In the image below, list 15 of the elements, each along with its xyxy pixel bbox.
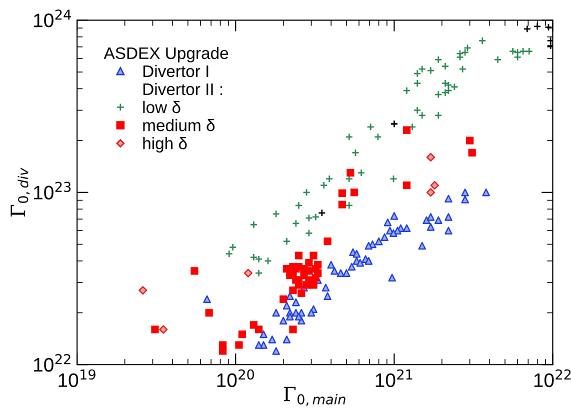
legend-label: high δ [143, 137, 187, 153]
x-axis-title: Γ$_{0,main}$ [284, 386, 346, 406]
annotation: Divertor II : [143, 82, 222, 96]
y-tick-label: 10$^{23}$ [34, 182, 71, 200]
legend-label: low δ [143, 100, 180, 114]
y-tick-label: 10$^{24}$ [34, 10, 71, 28]
x-tick-label: 10$^{21}$ [376, 369, 412, 388]
x-tick-label: 10$^{19}$ [58, 369, 96, 388]
legend-label: medium δ [143, 119, 215, 132]
legend-label: Divertor I [143, 64, 208, 78]
y-axis-title: Γ$_{0,div}$ [10, 168, 30, 217]
legend-title: ASDEX Upgrade [104, 46, 228, 62]
y-tick-label: 10$^{22}$ [34, 354, 70, 372]
x-tick-label: 10$^{22}$ [534, 369, 571, 388]
x-tick-label: 10$^{20}$ [217, 369, 254, 388]
